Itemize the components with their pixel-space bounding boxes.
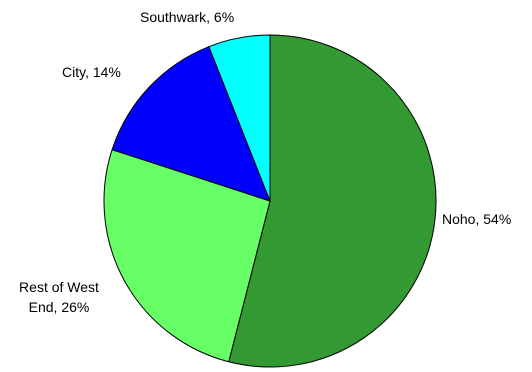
pie-label-line: End, 26%	[29, 299, 90, 315]
pie-label-southwark: Southwark, 6%	[140, 9, 234, 25]
pie-label-line: Southwark, 6%	[140, 9, 234, 25]
pie-slice-rest-of-west-end	[103, 149, 271, 363]
pie-label-city: City, 14%	[62, 64, 121, 80]
pie-label-noho: Noho, 54%	[442, 211, 511, 227]
pie-labels: Noho, 54% Rest of West End, 26% City, 14% So…	[19, 9, 511, 315]
pie-label-rest-of-west-end: Rest of West End, 26%	[19, 279, 99, 315]
pie-slice-southwark	[208, 34, 271, 202]
pie-slice-noho	[228, 34, 437, 368]
pie-label-line: Rest of West	[19, 279, 99, 295]
pie-label-line: Noho, 54%	[442, 211, 511, 227]
pie-slices	[103, 34, 437, 368]
pie-slice-city	[111, 46, 271, 202]
pie-label-line: City, 14%	[62, 64, 121, 80]
